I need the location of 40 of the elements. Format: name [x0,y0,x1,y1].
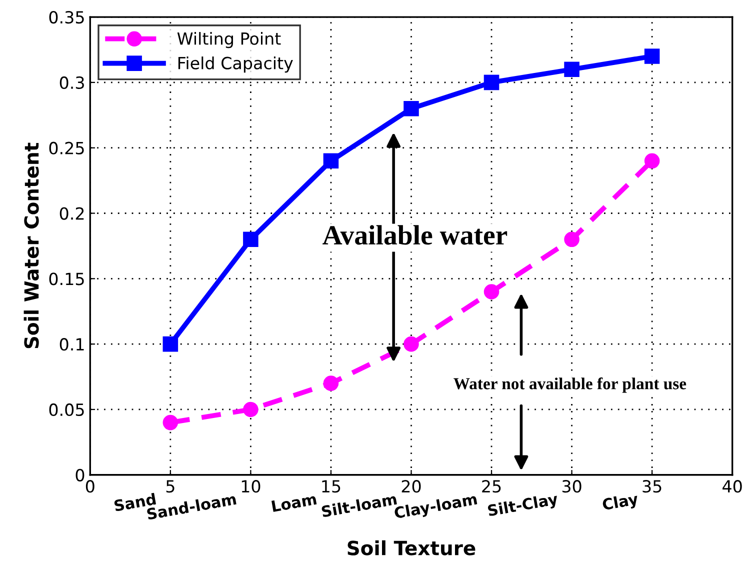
point [243,402,258,418]
point [404,100,419,116]
x-tick-label: 35 [642,480,662,493]
y-tick-label: 0.15 [49,272,84,286]
annotation: Water not available for plant use [454,377,686,393]
point [484,74,500,90]
point [323,376,339,391]
x-tick-label: 0 [86,480,94,493]
text: Clay [602,492,640,514]
point [243,232,258,248]
x-tick-label: 10 [242,480,260,493]
text: Silt-Clay [487,492,559,520]
y-tick-label: 0.05 [49,403,84,416]
point [323,153,339,169]
y-axis-title: Soil Water Content [24,142,39,348]
point [644,48,660,64]
y-tick-label: 0.35 [49,10,84,24]
y-tick-label: 0 [76,468,84,482]
point [644,153,660,169]
point [564,232,580,248]
point [564,62,580,77]
text: Loam [272,493,317,512]
y-tick-label: 0.1 [60,338,84,351]
legend-label: Wilting Point [177,32,281,48]
x-tick-label: 25 [482,480,501,493]
point [162,336,178,352]
point [404,336,419,352]
x-axis-title: Soil Texture [348,540,476,556]
x-tick-label: 30 [562,480,582,493]
x-tick-label: 40 [722,480,742,493]
y-tick-label: 0.3 [60,76,84,89]
point [484,284,500,300]
x-tick-label: 20 [402,480,421,493]
y-tick-label: 0.2 [60,207,84,220]
annotation: Available water [322,225,508,245]
y-tick-label: 0.25 [49,142,84,154]
point [162,414,178,430]
x-tick-label: 15 [322,480,340,493]
legend-label: Field Capacity [178,56,293,73]
x-tick-label: 5 [166,480,174,493]
